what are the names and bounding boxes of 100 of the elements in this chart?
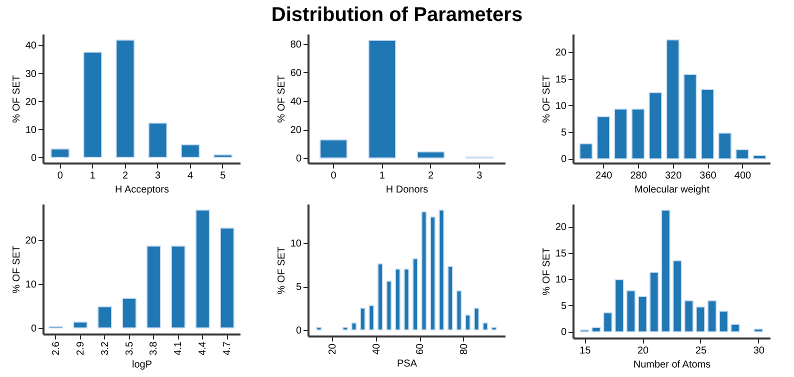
y-tick-label: 10 bbox=[290, 238, 302, 250]
x-tick-label: 20 bbox=[328, 343, 339, 355]
bar bbox=[603, 312, 612, 332]
x-tick-label: 40 bbox=[371, 343, 382, 355]
bar bbox=[707, 300, 717, 332]
x-axis-title: Molecular weight bbox=[634, 184, 710, 196]
bar bbox=[50, 148, 70, 158]
y-tick-label: 10 bbox=[25, 124, 37, 136]
x-tick-label: 360 bbox=[700, 170, 717, 182]
x-tick-label: 4.7 bbox=[222, 341, 234, 356]
bar bbox=[684, 300, 694, 332]
y-tick-label: 15 bbox=[555, 248, 567, 260]
y-axis-title: % OF SET bbox=[541, 248, 552, 296]
bar bbox=[412, 258, 418, 330]
bar bbox=[638, 296, 648, 332]
x-axis-title: PSA bbox=[396, 358, 418, 370]
y-axis-title: % OF SET bbox=[11, 246, 22, 294]
y-tick-label: 5 bbox=[560, 300, 567, 312]
y-tick-label: 0 bbox=[296, 154, 302, 165]
bar bbox=[730, 324, 740, 332]
bar bbox=[700, 88, 714, 160]
bar bbox=[83, 52, 102, 158]
y-tick-label: 10 bbox=[555, 274, 567, 286]
bar bbox=[316, 326, 322, 330]
bar bbox=[148, 122, 168, 158]
x-tick-label: 280 bbox=[630, 170, 648, 182]
x-tick-label: 2.9 bbox=[75, 341, 86, 356]
bar bbox=[683, 74, 697, 160]
bar bbox=[696, 306, 706, 332]
bar bbox=[465, 314, 471, 330]
x-tick-label: 25 bbox=[695, 346, 707, 356]
y-tick-label: 60 bbox=[290, 68, 302, 79]
x-tick-label: 20 bbox=[637, 346, 650, 356]
bar bbox=[146, 246, 161, 328]
bar bbox=[614, 279, 624, 332]
bar bbox=[360, 308, 366, 330]
y-tick-label: 0 bbox=[560, 154, 567, 166]
y-axis-title: % OF SET bbox=[541, 75, 552, 123]
bar bbox=[648, 92, 662, 160]
bar bbox=[351, 322, 357, 330]
chart-title: Distribution of Parameters bbox=[270, 3, 524, 28]
x-tick-label: 60 bbox=[415, 343, 426, 355]
bar bbox=[650, 272, 659, 332]
bar bbox=[220, 228, 234, 328]
y-tick-label: 0 bbox=[30, 152, 37, 164]
x-tick-label: 0 bbox=[57, 170, 64, 182]
x-axis-title: Number of Atoms bbox=[633, 360, 711, 370]
x-tick-label: 3 bbox=[155, 170, 161, 182]
x-tick-label: 2 bbox=[428, 170, 434, 182]
y-tick-label: 10 bbox=[555, 100, 567, 112]
bar bbox=[718, 132, 732, 160]
y-tick-label: 10 bbox=[25, 279, 37, 290]
y-tick-label: 20 bbox=[290, 125, 302, 136]
x-tick-label: 30 bbox=[753, 346, 765, 356]
y-tick-label: 20 bbox=[555, 48, 567, 59]
bar bbox=[482, 322, 488, 330]
y-tick-label: 20 bbox=[555, 222, 567, 234]
bar bbox=[754, 328, 764, 332]
x-tick-label: 3.8 bbox=[148, 341, 160, 356]
bar bbox=[631, 108, 645, 160]
x-tick-label: 0 bbox=[330, 170, 337, 182]
x-tick-label: 3.5 bbox=[124, 341, 136, 356]
bar bbox=[614, 108, 628, 160]
y-tick-label: 5 bbox=[560, 128, 567, 139]
x-tick-label: 80 bbox=[458, 343, 470, 355]
bar bbox=[430, 216, 436, 330]
y-tick-label: 30 bbox=[25, 68, 37, 80]
bar bbox=[596, 116, 610, 160]
bar bbox=[368, 40, 396, 159]
y-tick-label: 0 bbox=[560, 327, 567, 338]
x-axis-title: H Donors bbox=[386, 184, 428, 196]
bar bbox=[195, 210, 210, 328]
y-tick-label: 20 bbox=[25, 236, 37, 247]
x-tick-label: 3 bbox=[476, 170, 483, 182]
bar bbox=[386, 280, 392, 330]
bar bbox=[368, 305, 374, 330]
y-tick-label: 20 bbox=[25, 96, 37, 108]
y-tick-label: 0 bbox=[30, 323, 37, 334]
bar bbox=[180, 144, 200, 158]
bar bbox=[416, 151, 445, 159]
x-tick-label: 2.6 bbox=[50, 341, 62, 356]
x-tick-label: 5 bbox=[220, 170, 226, 182]
bar bbox=[666, 39, 680, 160]
bar bbox=[491, 326, 497, 330]
x-tick-label: 4.4 bbox=[198, 341, 209, 356]
x-tick-label: 3.2 bbox=[100, 341, 111, 356]
x-tick-label: 4 bbox=[188, 170, 194, 182]
x-axis-title: H Acceptors bbox=[115, 184, 169, 196]
bar bbox=[116, 40, 135, 158]
bar bbox=[395, 268, 400, 330]
y-tick-label: 40 bbox=[290, 96, 302, 108]
bar bbox=[719, 310, 728, 332]
bar bbox=[98, 306, 112, 328]
bar bbox=[73, 322, 88, 328]
x-tick-label: 1 bbox=[379, 170, 386, 182]
bar bbox=[421, 211, 427, 330]
x-tick-label: 400 bbox=[734, 170, 752, 182]
bar bbox=[672, 260, 682, 332]
x-tick-label: 2 bbox=[122, 170, 128, 182]
y-axis-title: % OF SET bbox=[11, 75, 22, 123]
